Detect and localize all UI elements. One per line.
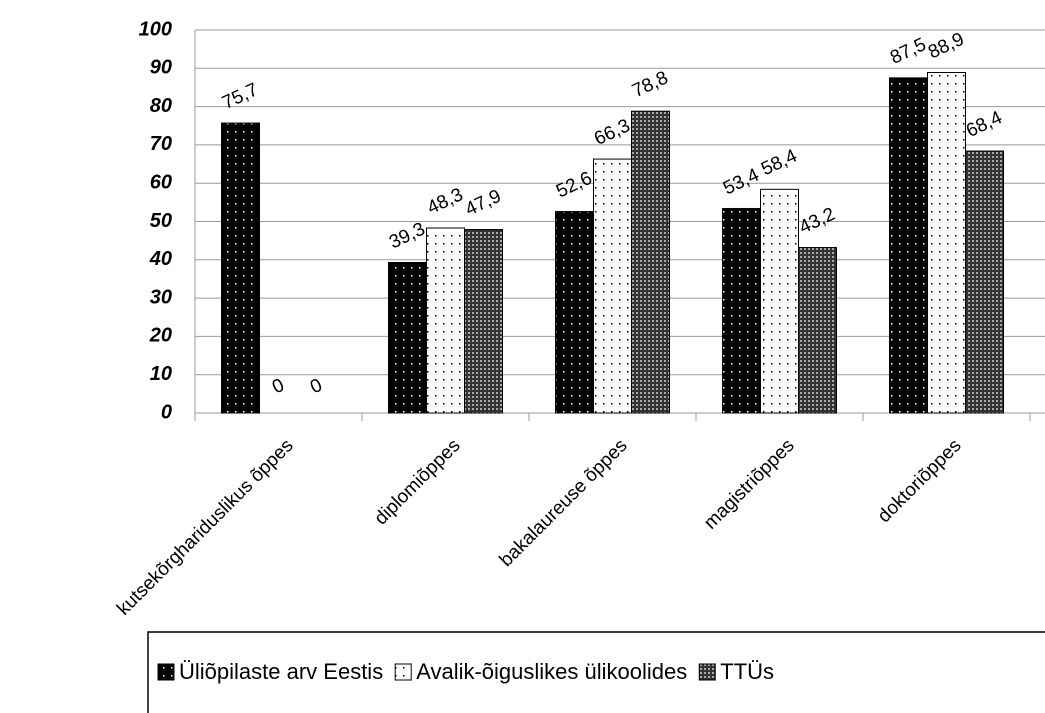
- x-tick-label: kutsekõrghariduslikus õppes: [113, 435, 297, 619]
- value-label: 0: [307, 375, 325, 399]
- value-label: 78,8: [629, 67, 671, 102]
- y-tick-label: 20: [149, 325, 172, 347]
- legend-swatch: [698, 663, 716, 681]
- x-tick-label: diplomiõppes: [371, 435, 465, 529]
- x-tick-label: doktoriõppes: [874, 435, 966, 527]
- value-label: 39,3: [386, 219, 428, 254]
- y-tick-label: 50: [150, 210, 172, 232]
- bar: [593, 158, 632, 414]
- bar: [722, 207, 761, 414]
- bar: [798, 247, 837, 414]
- y-tick-label: 10: [150, 363, 172, 385]
- value-label: 75,7: [219, 79, 261, 114]
- x-tick-label: magistriõppes: [700, 435, 798, 533]
- value-label: 52,6: [553, 168, 595, 203]
- legend-label: TTÜs: [720, 659, 774, 684]
- bar: [965, 150, 1004, 414]
- y-tick-label: 40: [149, 248, 172, 270]
- bar: [426, 227, 465, 414]
- bar: [464, 229, 503, 414]
- x-tick-label: bakalaureuse õppes: [496, 435, 632, 571]
- value-label: 47,9: [462, 186, 504, 221]
- legend-label: Üliõpilaste arv Eestis: [179, 659, 383, 684]
- legend-box: [147, 631, 1045, 713]
- legend-label: Avalik-õiguslikes ülikoolides: [416, 659, 687, 684]
- y-tick-label: 60: [150, 171, 172, 193]
- value-label: 53,4: [720, 165, 763, 200]
- y-tick-label: 0: [161, 401, 172, 423]
- value-label: 88,9: [925, 29, 967, 64]
- value-label: 43,2: [796, 204, 838, 239]
- value-label: 48,3: [424, 184, 466, 219]
- bar: [388, 261, 427, 414]
- bar: [889, 77, 928, 414]
- y-tick-label: 70: [150, 133, 172, 155]
- y-tick-label: 90: [150, 57, 172, 79]
- bar: [760, 188, 799, 414]
- value-label: 0: [269, 375, 287, 399]
- bar: [555, 211, 594, 414]
- value-label: 87,5: [887, 34, 929, 69]
- y-tick-label: 80: [150, 95, 172, 117]
- y-tick-label: 30: [150, 286, 172, 308]
- legend-swatch: [394, 663, 412, 681]
- value-label: 68,4: [963, 107, 1006, 142]
- bar: [221, 122, 260, 414]
- bar: [631, 110, 670, 414]
- y-tick-label: 100: [139, 18, 172, 40]
- value-label: 58,4: [758, 145, 801, 180]
- legend-swatch: [157, 663, 175, 681]
- bar: [927, 72, 966, 414]
